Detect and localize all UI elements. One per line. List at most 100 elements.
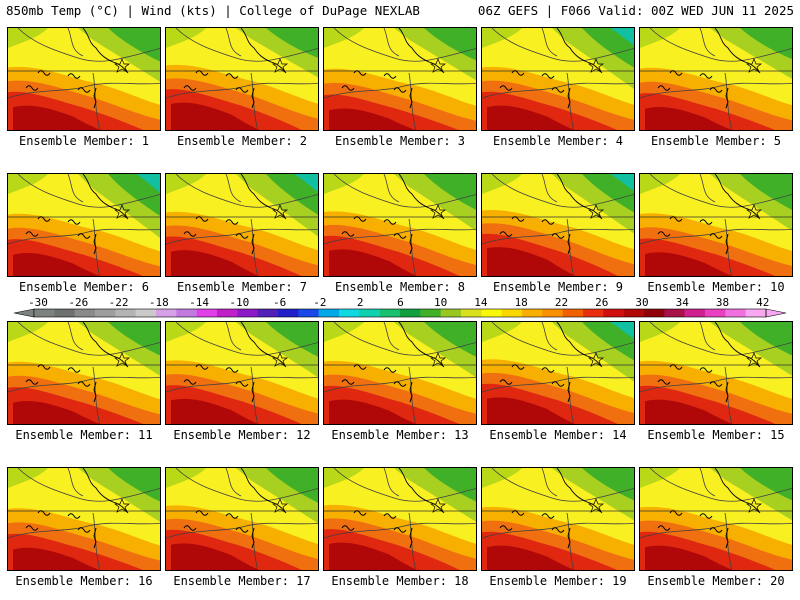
ensemble-member-label: Ensemble Member: 6 xyxy=(18,280,150,294)
ensemble-member-label: Ensemble Member: 5 xyxy=(650,134,782,148)
colorbar-swatch xyxy=(298,309,319,317)
colorbar-tick-label: 22 xyxy=(555,296,568,309)
colorbar-tick-label: -18 xyxy=(149,296,169,309)
colorbar-swatch xyxy=(54,309,75,317)
colorbar-tick-label: -10 xyxy=(229,296,249,309)
colorbar-tick-label: -26 xyxy=(68,296,88,309)
colorbar-swatch xyxy=(379,309,401,317)
colorbar-tick-label: 42 xyxy=(756,296,769,309)
ensemble-member-label: Ensemble Member: 20 xyxy=(647,574,785,588)
ensemble-member-label: Ensemble Member: 7 xyxy=(176,280,308,294)
ensemble-member-map xyxy=(165,173,319,277)
colorbar-swatch xyxy=(318,309,340,317)
colorbar-right-arrow xyxy=(765,308,787,318)
colorbar-swatch xyxy=(237,309,258,317)
colorbar-tick-label: 38 xyxy=(716,296,729,309)
colorbar-swatch xyxy=(705,309,726,317)
ensemble-member-label: Ensemble Member: 18 xyxy=(331,574,469,588)
colorbar-swatch xyxy=(420,309,441,317)
colorbar-left-arrow xyxy=(13,308,35,318)
ensemble-member-label: Ensemble Member: 2 xyxy=(176,134,308,148)
colorbar-swatch xyxy=(257,309,279,317)
colorbar-swatch xyxy=(461,309,482,317)
ensemble-member-label: Ensemble Member: 17 xyxy=(173,574,311,588)
colorbar-swatch xyxy=(278,309,299,317)
colorbar-tick-label: -14 xyxy=(189,296,209,309)
colorbar-swatch xyxy=(684,309,706,317)
colorbar-swatch xyxy=(542,309,563,317)
colorbar-swatch xyxy=(339,309,360,317)
colorbar-swatch xyxy=(156,309,177,317)
colorbar-tick-label: -22 xyxy=(109,296,129,309)
ensemble-member-label: Ensemble Member: 9 xyxy=(492,280,624,294)
ensemble-member-map xyxy=(481,27,635,131)
ensemble-member-map xyxy=(639,467,793,571)
run-valid-time: 06Z GEFS | F066 Valid: 00Z WED JUN 11 20… xyxy=(477,3,794,18)
ensemble-member-label: Ensemble Member: 8 xyxy=(334,280,466,294)
colorbar-tick-label: 30 xyxy=(635,296,648,309)
colorbar-tick-label: -30 xyxy=(28,296,48,309)
colorbar-tick-label: -6 xyxy=(273,296,286,309)
colorbar-swatch xyxy=(34,309,55,317)
colorbar-swatch xyxy=(115,309,136,317)
ensemble-member-map xyxy=(7,467,161,571)
map-title: 850mb Temp (°C) | Wind (kts) | College o… xyxy=(6,3,420,18)
colorbar-swatch xyxy=(95,309,116,317)
ensemble-member-map xyxy=(481,321,635,425)
colorbar-tick-label: 2 xyxy=(357,296,364,309)
ensemble-member-map xyxy=(165,27,319,131)
ensemble-member-map xyxy=(323,467,477,571)
ensemble-member-label: Ensemble Member: 10 xyxy=(647,280,785,294)
colorbar-swatch xyxy=(135,309,157,317)
temperature-colorbar: -30 -26 -22 -18 -14 -10 -6 -2 2 6 10 14 18 22 26 30 34 38… xyxy=(0,296,800,320)
colorbar-swatch xyxy=(501,309,523,317)
ensemble-member-map xyxy=(481,467,635,571)
ensemble-member-label: Ensemble Member: 14 xyxy=(489,428,627,442)
ensemble-member-label: Ensemble Member: 1 xyxy=(18,134,150,148)
colorbar-tick-label: 14 xyxy=(474,296,488,309)
colorbar-tick-label: 6 xyxy=(397,296,404,309)
colorbar-swatch xyxy=(522,309,543,317)
ensemble-member-map xyxy=(7,321,161,425)
colorbar-swatch xyxy=(603,309,624,317)
colorbar-tick-label: 18 xyxy=(515,296,528,309)
ensemble-member-label: Ensemble Member: 19 xyxy=(489,574,627,588)
colorbar-swatch xyxy=(359,309,380,317)
colorbar-swatch xyxy=(481,309,502,317)
ensemble-member-map xyxy=(639,321,793,425)
ensemble-member-map xyxy=(7,173,161,277)
ensemble-member-label: Ensemble Member: 15 xyxy=(647,428,785,442)
colorbar-tick-label: -2 xyxy=(313,296,326,309)
colorbar-swatch xyxy=(217,309,238,317)
ensemble-member-label: Ensemble Member: 12 xyxy=(173,428,311,442)
ensemble-member-map xyxy=(481,173,635,277)
ensemble-member-map xyxy=(323,173,477,277)
colorbar-swatch xyxy=(196,309,218,317)
ensemble-member-map xyxy=(165,321,319,425)
ensemble-member-label: Ensemble Member: 4 xyxy=(492,134,624,148)
ensemble-member-label: Ensemble Member: 16 xyxy=(15,574,153,588)
ensemble-member-label: Ensemble Member: 11 xyxy=(15,428,153,442)
colorbar-tick-label: 34 xyxy=(676,296,690,309)
ensemble-member-map xyxy=(639,173,793,277)
colorbar-swatch xyxy=(623,309,645,317)
colorbar-swatch xyxy=(664,309,685,317)
colorbar-swatch xyxy=(745,309,767,317)
colorbar-swatch xyxy=(562,309,584,317)
ensemble-member-label: Ensemble Member: 3 xyxy=(334,134,466,148)
colorbar-swatch xyxy=(583,309,604,317)
colorbar-swatch xyxy=(644,309,665,317)
colorbar-swatch xyxy=(176,309,197,317)
ensemble-member-label: Ensemble Member: 13 xyxy=(331,428,469,442)
colorbar-swatch xyxy=(400,309,421,317)
colorbar-tick-label: 26 xyxy=(595,296,608,309)
ensemble-member-map xyxy=(323,27,477,131)
ensemble-member-map xyxy=(639,27,793,131)
colorbar-swatch xyxy=(74,309,96,317)
colorbar-tick-label: 10 xyxy=(434,296,447,309)
ensemble-member-map xyxy=(165,467,319,571)
ensemble-member-map xyxy=(7,27,161,131)
ensemble-member-map xyxy=(323,321,477,425)
colorbar-swatch xyxy=(440,309,462,317)
colorbar-swatch xyxy=(725,309,746,317)
